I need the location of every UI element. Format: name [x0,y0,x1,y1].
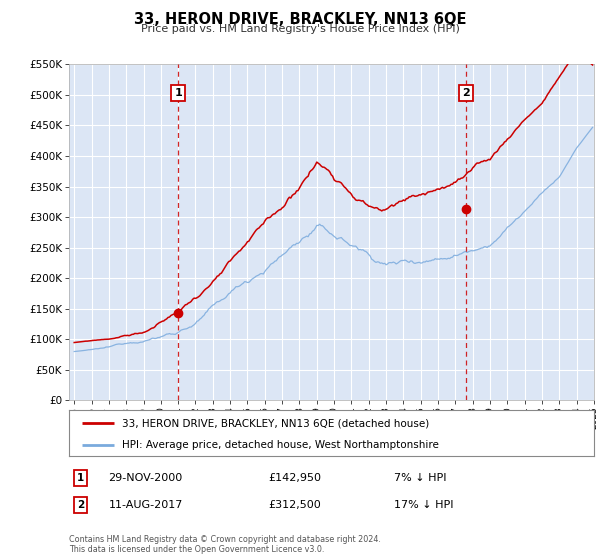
Text: Price paid vs. HM Land Registry's House Price Index (HPI): Price paid vs. HM Land Registry's House … [140,24,460,34]
Text: Contains HM Land Registry data © Crown copyright and database right 2024.
This d: Contains HM Land Registry data © Crown c… [69,535,381,554]
Text: 17% ↓ HPI: 17% ↓ HPI [395,501,454,510]
Text: 33, HERON DRIVE, BRACKLEY, NN13 6QE: 33, HERON DRIVE, BRACKLEY, NN13 6QE [134,12,466,27]
Text: 1: 1 [174,88,182,98]
Text: 11-AUG-2017: 11-AUG-2017 [109,501,183,510]
Text: 29-NOV-2000: 29-NOV-2000 [109,473,182,483]
Text: HPI: Average price, detached house, West Northamptonshire: HPI: Average price, detached house, West… [121,440,439,450]
Text: £312,500: £312,500 [269,501,321,510]
Text: 1: 1 [77,473,84,483]
Text: 2: 2 [462,88,470,98]
Text: £142,950: £142,950 [269,473,322,483]
Text: 7% ↓ HPI: 7% ↓ HPI [395,473,447,483]
Text: 33, HERON DRIVE, BRACKLEY, NN13 6QE (detached house): 33, HERON DRIVE, BRACKLEY, NN13 6QE (det… [121,418,429,428]
Text: 2: 2 [77,501,84,510]
